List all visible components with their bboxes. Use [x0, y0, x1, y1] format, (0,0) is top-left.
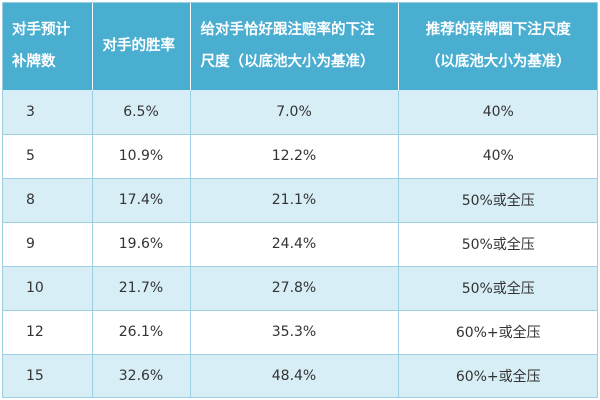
- cell-odds-bet: 35.3%: [190, 310, 399, 355]
- header-odds-bet: 给对手恰好跟注赔率的下注 尺度（以底池大小为基准）: [190, 2, 399, 90]
- cell-turn-bet: 40%: [398, 134, 598, 179]
- cell-turn-bet: 50%或全压: [398, 222, 598, 267]
- cell-turn-bet: 50%或全压: [398, 266, 598, 311]
- cell-outs: 5: [2, 134, 93, 179]
- cell-outs: 3: [2, 90, 93, 135]
- table-row: 10 21.7% 27.8% 50%或全压: [2, 266, 598, 311]
- table-row: 8 17.4% 21.1% 50%或全压: [2, 178, 598, 223]
- cell-turn-bet: 60%+或全压: [455, 369, 541, 386]
- header-odds-bet-line2: 尺度（以底池大小为基准）: [200, 54, 375, 70]
- table-row: 9 19.6% 24.4% 50%或全压: [2, 222, 598, 267]
- cell-turn-bet: 50%或全压: [398, 178, 598, 223]
- cell-outs: 12: [2, 310, 93, 355]
- table-header: 对手预计 补牌数 对手的胜率 给对手恰好跟注赔率的下注 尺度（以底池大小为基准）…: [2, 2, 598, 90]
- cell-odds-bet: 24.4%: [190, 222, 399, 267]
- cell-win-rate: 10.9%: [92, 134, 191, 179]
- cell-outs: 8: [2, 178, 93, 223]
- header-odds-bet-line1: 给对手恰好跟注赔率的下注: [200, 22, 375, 38]
- cell-odds-bet: 48.4%: [190, 354, 399, 398]
- table-row: 5 10.9% 12.2% 40%: [2, 134, 598, 179]
- header-outs-line2: 补牌数: [12, 54, 56, 70]
- cell-win-rate: 32.6%: [92, 354, 191, 398]
- header-win-rate-label: 对手的胜率: [102, 38, 176, 54]
- cell-win-rate: 19.6%: [92, 222, 191, 267]
- cell-win-rate: 17.4%: [92, 178, 191, 223]
- header-outs: 对手预计 补牌数: [2, 2, 93, 90]
- header-turn-bet: 推荐的转牌圈下注尺度 （以底池大小为基准）: [398, 2, 598, 90]
- header-outs-line1: 对手预计: [12, 22, 70, 38]
- cell-turn-bet: 60%+或全压: [398, 310, 598, 355]
- cell-outs: 15: [2, 354, 93, 398]
- table-body: 3 6.5% 7.0% 40% 5 10.9% 12.2% 40% 8 17.4…: [2, 90, 598, 398]
- cell-odds-bet: 12.2%: [190, 134, 399, 179]
- cell-odds-bet: 7.0%: [190, 90, 399, 135]
- header-turn-bet-line1: 推荐的转牌圈下注尺度: [425, 22, 571, 38]
- cell-turn-bet: 40%: [398, 90, 598, 135]
- table-row: 12 26.1% 35.3% 60%+或全压: [2, 310, 598, 355]
- cell-outs: 10: [2, 266, 93, 311]
- header-turn-bet-line2: （以底池大小为基准）: [425, 54, 571, 70]
- table-row: 15 32.6% 48.4% 60%+或全压: [2, 354, 598, 398]
- cell-odds-bet: 21.1%: [190, 178, 399, 223]
- header-row: 对手预计 补牌数 对手的胜率 给对手恰好跟注赔率的下注 尺度（以底池大小为基准）…: [2, 2, 598, 90]
- table-row: 3 6.5% 7.0% 40%: [2, 90, 598, 135]
- cell-win-rate: 26.1%: [92, 310, 191, 355]
- header-win-rate: 对手的胜率: [92, 2, 191, 90]
- cell-win-rate: 21.7%: [92, 266, 191, 311]
- cell-win-rate: 6.5%: [92, 90, 191, 135]
- cell-odds-bet: 27.8%: [190, 266, 399, 311]
- cell-outs: 9: [2, 222, 93, 267]
